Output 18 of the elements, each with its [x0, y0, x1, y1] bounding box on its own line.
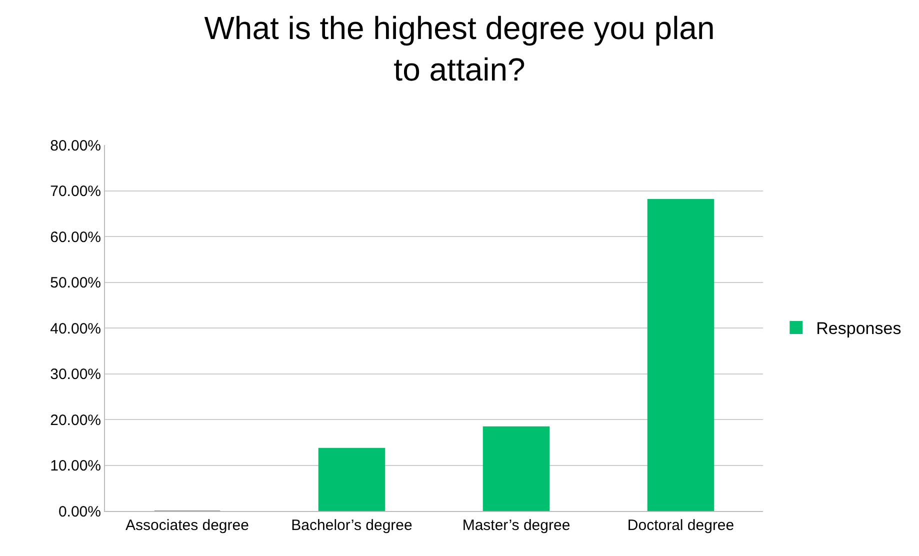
chart-title: What is the highest degree you plan to attain? — [204, 10, 715, 88]
y-tick-label: 50.00% — [50, 274, 101, 292]
y-tick-label: 70.00% — [50, 183, 101, 200]
x-tick-label: Bachelor’s degree — [291, 517, 412, 534]
y-tick-label: 0.00% — [58, 503, 101, 520]
y-tick-label: 40.00% — [50, 320, 101, 338]
x-tick-label: Doctoral degree — [627, 517, 734, 534]
y-tick-label: 80.00% — [50, 137, 101, 154]
x-tick-label: Master’s degree — [462, 517, 570, 534]
y-tick-label: 20.00% — [50, 412, 101, 429]
y-tick-label: 60.00% — [50, 228, 101, 246]
bar — [482, 426, 550, 511]
x-tick-label: Associates degree — [126, 517, 249, 534]
legend-label: Responses — [816, 319, 902, 338]
y-tick-label: 10.00% — [50, 458, 101, 474]
bar — [318, 448, 386, 511]
y-tick-label: 30.00% — [50, 366, 101, 383]
bar — [647, 198, 714, 511]
